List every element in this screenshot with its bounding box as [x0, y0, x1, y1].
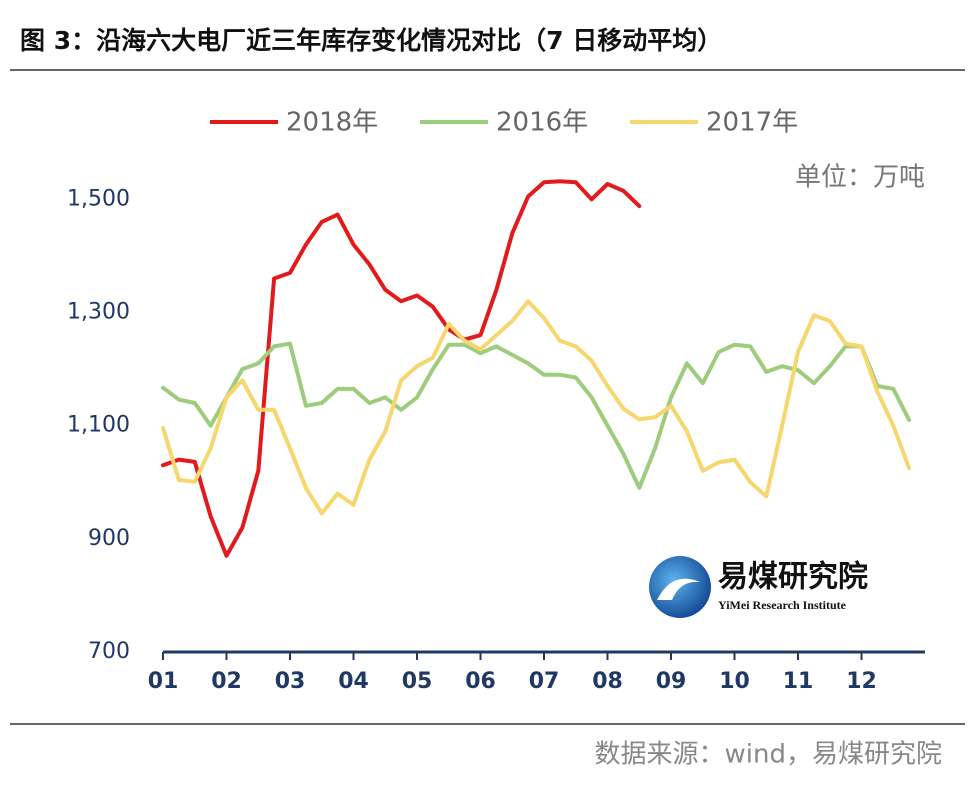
y-tick-label: 1,100 — [67, 413, 130, 438]
x-tick-label: 01 — [148, 669, 179, 694]
legend-label: 2017年 — [706, 108, 798, 138]
x-tick-label: 05 — [402, 669, 433, 694]
chart-title: 图 3：沿海六大电厂近三年库存变化情况对比（7 日移动平均） — [20, 26, 722, 55]
x-tick-label: 02 — [211, 669, 242, 694]
logo-wave — [657, 578, 700, 600]
y-tick-label: 1,300 — [67, 299, 130, 324]
x-tick-label: 06 — [465, 669, 496, 694]
legend-label: 2018年 — [286, 108, 378, 138]
x-tick-label: 11 — [783, 669, 814, 694]
x-tick-label: 04 — [338, 669, 369, 694]
x-tick-label: 12 — [846, 669, 877, 694]
logo: 易煤研究院 YiMei Research Institute — [649, 556, 868, 618]
y-tick-label: 1,500 — [67, 186, 130, 211]
x-tick-label: 07 — [529, 669, 560, 694]
x-tick-label: 09 — [656, 669, 687, 694]
x-tick-label: 08 — [592, 669, 623, 694]
logo-name: 易煤研究院 — [718, 560, 868, 595]
x-tick-label: 10 — [719, 669, 750, 694]
logo-subtitle: YiMei Research Institute — [718, 598, 847, 612]
y-tick-label: 700 — [88, 639, 130, 664]
y-tick-label: 900 — [88, 526, 130, 551]
x-tick-label: 03 — [275, 669, 306, 694]
series-line — [161, 299, 912, 516]
legend-label: 2016年 — [496, 108, 588, 138]
unit-label: 单位：万吨 — [795, 163, 925, 193]
series-line — [161, 179, 642, 558]
source-note: 数据来源：wind，易煤研究院 — [595, 740, 942, 770]
series-line — [161, 341, 912, 490]
